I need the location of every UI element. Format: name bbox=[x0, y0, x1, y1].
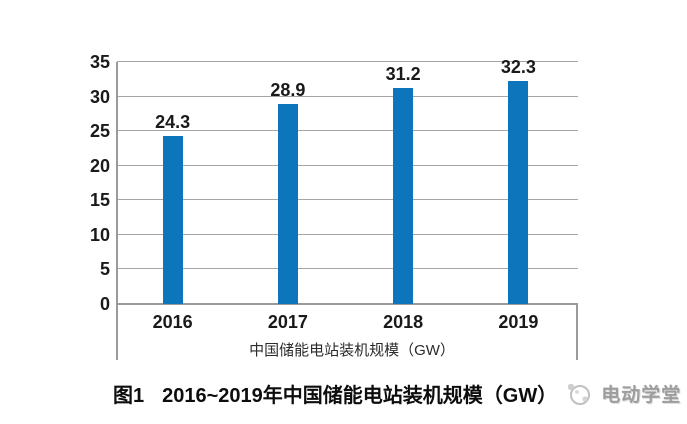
bar bbox=[508, 80, 529, 304]
y-axis-line bbox=[116, 62, 118, 360]
figure-label: 图1 bbox=[113, 385, 145, 407]
y-tick-label: 35 bbox=[89, 52, 110, 72]
gridline bbox=[117, 268, 578, 270]
gridline bbox=[117, 233, 578, 235]
x-tick-label: 2016 bbox=[152, 312, 193, 332]
y-tick-label: 10 bbox=[89, 224, 110, 245]
gridline bbox=[117, 199, 578, 201]
gridline bbox=[117, 130, 578, 132]
bar bbox=[277, 104, 298, 304]
y-tick-label: 25 bbox=[89, 121, 110, 142]
watermark-logo: 电动学堂 bbox=[565, 380, 681, 407]
figure-caption: 图1 2016~2019年中国储能电站装机规模（GW） 电动学堂 bbox=[113, 379, 681, 408]
y-tick-label: 5 bbox=[99, 259, 110, 280]
chart-legend: 中国储能电站装机规模（GW） bbox=[249, 342, 455, 359]
y-tick-label: 20 bbox=[89, 155, 110, 176]
figure-title: 2016~2019年中国储能电站装机规模（GW） bbox=[162, 385, 558, 407]
watermark-text: 电动学堂 bbox=[601, 385, 682, 406]
globe-sketch-icon bbox=[568, 383, 591, 405]
bar-value-label: 32.3 bbox=[500, 56, 536, 77]
bar-value-label: 24.3 bbox=[155, 111, 191, 132]
gridline bbox=[117, 61, 578, 62]
gridline bbox=[117, 95, 578, 97]
x-tick-label: 2019 bbox=[498, 312, 539, 332]
gridline bbox=[117, 164, 578, 166]
bar-value-label: 31.2 bbox=[385, 64, 421, 85]
y-tick-label: 0 bbox=[99, 294, 110, 314]
x-tick-label: 2018 bbox=[383, 312, 424, 332]
y-tick-label: 30 bbox=[89, 86, 110, 107]
bar-value-label: 28.9 bbox=[270, 80, 306, 101]
chart-frame-right-border bbox=[576, 303, 578, 360]
bar bbox=[162, 135, 183, 304]
x-axis-line bbox=[116, 303, 578, 305]
x-tick-label: 2017 bbox=[267, 312, 308, 332]
y-tick-label: 15 bbox=[89, 190, 110, 211]
bar bbox=[393, 88, 414, 304]
